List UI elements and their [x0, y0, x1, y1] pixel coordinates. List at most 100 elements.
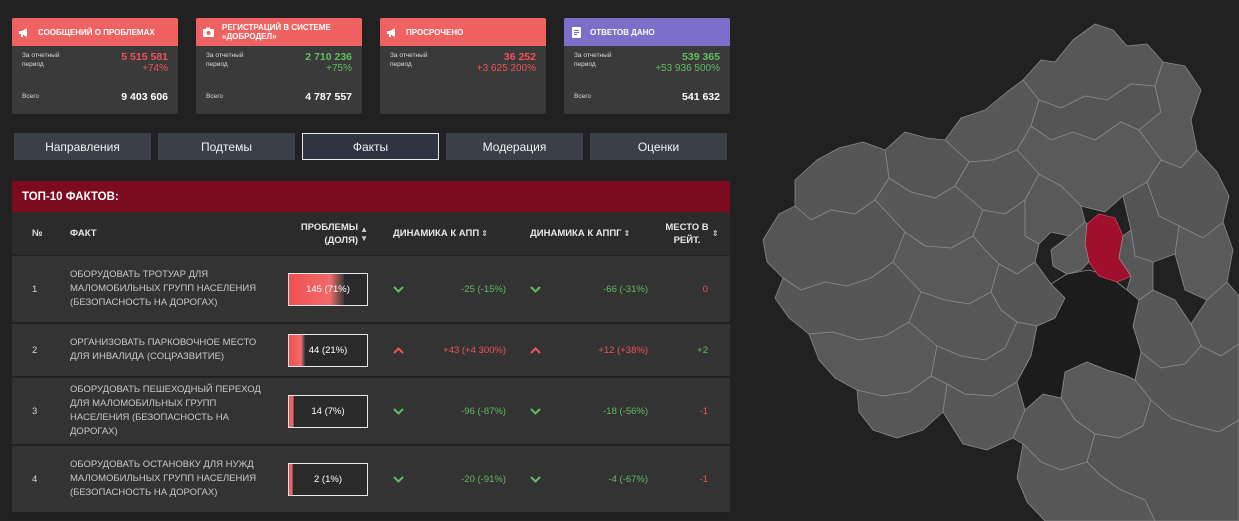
- kpi-card: Ответов дано За отчетный период 539 365 …: [564, 18, 730, 114]
- camera-icon: [202, 26, 215, 39]
- header-dyn-app[interactable]: ДИНАМИКА К АПП ⇕: [393, 228, 488, 239]
- row-fact: ОБОРУДОВАТЬ ОСТАНОВКУ ДЛЯ НУЖД МАЛОМОБИЛ…: [70, 459, 257, 498]
- kpi-card: Просрочено За отчетный период 36 252 +3 …: [380, 18, 546, 114]
- chevron-down-icon: [393, 256, 404, 322]
- table-row[interactable]: 4 ОБОРУДОВАТЬ ОСТАНОВКУ ДЛЯ НУЖД МАЛОМОБ…: [12, 446, 730, 513]
- table-row[interactable]: 1 ОБОРУДОВАТЬ ТРОТУАР ДЛЯ МАЛОМОБИЛЬНЫХ …: [12, 256, 730, 323]
- rating-place: -1: [699, 473, 708, 485]
- table-row[interactable]: 2 ОРГАНИЗОВАТЬ ПАРКОВОЧНОЕ МЕСТО ДЛЯ ИНВ…: [12, 324, 730, 377]
- dyn-appg-value: -18 (-56%): [603, 405, 648, 417]
- problem-share-bar: 145 (71%): [288, 256, 368, 322]
- kpi-total: 9 403 606: [121, 91, 168, 103]
- sort-icon[interactable]: ⇕: [623, 229, 631, 238]
- row-fact: ОБОРУДОВАТЬ ТРОТУАР ДЛЯ МАЛОМОБИЛЬНЫХ ГР…: [70, 269, 257, 308]
- map-district: [1118, 229, 1154, 301]
- row-fact: ОБОРУДОВАТЬ ПЕШЕХОДНЫЙ ПЕРЕХОД ДЛЯ МАЛОМ…: [70, 384, 261, 437]
- kpi-total-label: Всего: [22, 92, 40, 100]
- tab-item[interactable]: Оценки: [590, 133, 727, 160]
- map-district: [1050, 221, 1090, 275]
- tab-item[interactable]: Направления: [14, 133, 151, 160]
- kpi-value: 5 515 581: [121, 51, 168, 63]
- chevron-down-icon: [530, 256, 541, 322]
- table-title: ТОП-10 ФАКТОВ:: [12, 181, 730, 212]
- kpi-card-header: Регистраций в системе «Добродел»: [196, 18, 362, 46]
- kpi-change: +3 625 200%: [476, 63, 536, 74]
- kpi-period-label: За отчетный период: [390, 52, 428, 68]
- kpi-total: 541 632: [682, 91, 720, 103]
- row-number: 1: [32, 283, 38, 295]
- kpi-change: +75%: [326, 63, 352, 74]
- dyn-appg-value: -4 (-67%): [608, 473, 648, 485]
- kpi-title: Регистраций в системе «Добродел»: [222, 23, 331, 41]
- megaphone-icon: [386, 26, 399, 39]
- header-problems[interactable]: ПРОБЛЕМЫ (ДОЛЯ) ▲ ▼: [300, 221, 368, 246]
- row-number: 4: [32, 473, 38, 485]
- kpi-value: 539 365: [682, 51, 720, 63]
- kpi-total-label: Всего: [574, 92, 592, 100]
- tab-item[interactable]: Факты: [302, 133, 439, 160]
- dyn-appg-value: -66 (-31%): [603, 283, 648, 295]
- dyn-app-value: -20 (-91%): [461, 473, 506, 485]
- table-header: № ФАКТ ПРОБЛЕМЫ (ДОЛЯ) ▲ ▼ ДИНАМИКА К АПП ⇕…: [12, 212, 730, 255]
- chevron-down-icon: [530, 446, 541, 512]
- problem-count: 14 (7%): [311, 405, 345, 417]
- kpi-title: Сообщений о проблемах: [38, 27, 155, 37]
- map-moscow: [1016, 269, 1142, 411]
- kpi-change: +53 936 500%: [655, 63, 720, 74]
- kpi-period-label: За отчетный период: [574, 52, 612, 68]
- kpi-total: 4 787 557: [305, 91, 352, 103]
- kpi-period-label: За отчетный период: [22, 52, 60, 68]
- chevron-down-icon: [393, 378, 404, 444]
- kpi-card-header: Ответов дано: [564, 18, 730, 46]
- kpi-total-label: Всего: [206, 92, 224, 100]
- kpi-title: Просрочено: [406, 27, 464, 37]
- dyn-app-value: +43 (+4 300%): [443, 344, 506, 356]
- sort-icon[interactable]: ⇕: [712, 229, 719, 238]
- header-fact: ФАКТ: [70, 228, 97, 239]
- kpi-card: Сообщений о проблемах За отчетный период…: [12, 18, 178, 114]
- problem-share-bar: 44 (21%): [288, 324, 368, 376]
- tab-item[interactable]: Подтемы: [158, 133, 295, 160]
- map-district: [1016, 443, 1156, 521]
- kpi-card-header: Сообщений о проблемах: [12, 18, 178, 46]
- table-row[interactable]: 3 ОБОРУДОВАТЬ ПЕШЕХОДНЫЙ ПЕРЕХОД ДЛЯ МАЛ…: [12, 378, 730, 445]
- header-dyn-appg[interactable]: ДИНАМИКА К АППГ ⇕: [530, 228, 631, 239]
- kpi-title: Ответов дано: [590, 27, 655, 37]
- rating-place: +2: [697, 344, 708, 356]
- rating-place: -1: [699, 405, 708, 417]
- kpi-value: 36 252: [503, 51, 536, 63]
- sort-icon[interactable]: ⇕: [481, 229, 488, 238]
- problem-count: 145 (71%): [306, 283, 350, 295]
- chevron-down-icon: [530, 378, 541, 444]
- problem-count: 2 (1%): [314, 473, 342, 485]
- dyn-appg-value: +12 (+38%): [598, 344, 648, 356]
- row-number: 2: [32, 344, 38, 356]
- chevron-down-icon: [393, 446, 404, 512]
- bar-fill: [289, 334, 306, 366]
- kpi-card: Регистраций в системе «Добродел» За отче…: [196, 18, 362, 114]
- bar-fill: [289, 395, 295, 427]
- kpi-change: +74%: [142, 63, 168, 74]
- header-num: №: [32, 228, 43, 239]
- rating-place: 0: [702, 283, 708, 295]
- row-number: 3: [32, 405, 38, 417]
- bar-fill: [289, 463, 293, 495]
- row-fact: ОРГАНИЗОВАТЬ ПАРКОВОЧНОЕ МЕСТО ДЛЯ ИНВАЛ…: [70, 337, 257, 362]
- tab-item[interactable]: Модерация: [446, 133, 583, 160]
- megaphone-icon: [18, 26, 31, 39]
- region-map: [762, 23, 1239, 521]
- dyn-app-value: -96 (-87%): [461, 405, 506, 417]
- kpi-card-header: Просрочено: [380, 18, 546, 46]
- bar-fill: [289, 273, 345, 305]
- kpi-period-label: За отчетный период: [206, 52, 244, 68]
- document-icon: [570, 26, 583, 39]
- dyn-app-value: -25 (-15%): [461, 283, 506, 295]
- problem-share-bar: 2 (1%): [288, 446, 368, 512]
- kpi-value: 2 710 236: [305, 51, 352, 63]
- chevron-up-icon: [530, 324, 541, 376]
- header-place[interactable]: МЕСТО В РЕЙТ. ⇕: [665, 221, 719, 246]
- problem-share-bar: 14 (7%): [288, 378, 368, 444]
- problem-count: 44 (21%): [308, 344, 348, 356]
- chevron-up-icon: [393, 324, 404, 376]
- sort-icon[interactable]: ▲ ▼: [360, 224, 368, 243]
